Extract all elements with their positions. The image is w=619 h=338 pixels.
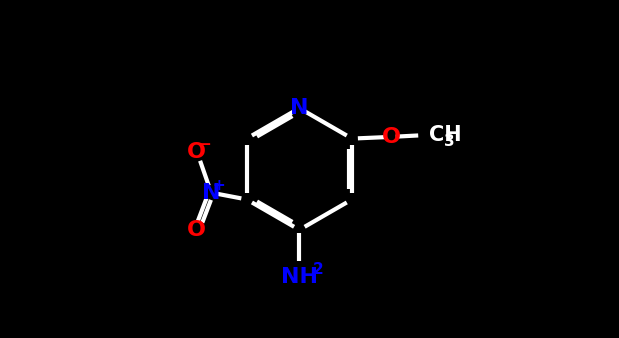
Text: 3: 3 bbox=[444, 134, 455, 149]
Text: CH: CH bbox=[429, 125, 462, 145]
Text: O: O bbox=[186, 142, 206, 162]
Text: −: − bbox=[199, 137, 212, 152]
Text: N: N bbox=[290, 98, 309, 118]
Text: +: + bbox=[212, 178, 225, 193]
Text: 2: 2 bbox=[313, 262, 324, 277]
Text: NH: NH bbox=[281, 267, 318, 287]
Text: N: N bbox=[202, 183, 220, 203]
Text: O: O bbox=[381, 127, 400, 147]
Text: O: O bbox=[186, 220, 206, 240]
